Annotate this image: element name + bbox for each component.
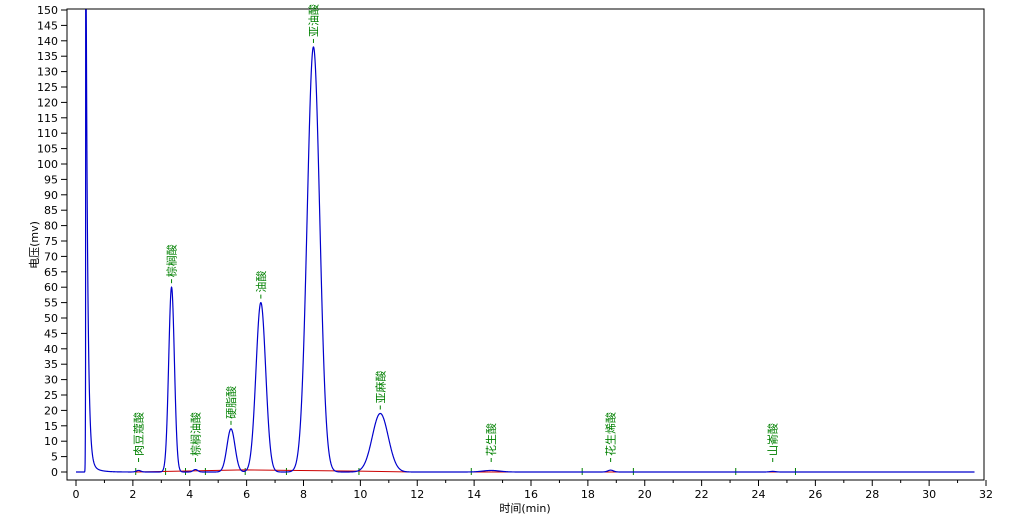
y-tick-label: 50 [44, 312, 58, 325]
y-tick-label: 10 [44, 435, 58, 448]
integration-baseline [135, 469, 796, 473]
peak-label: 亚油酸 [306, 4, 320, 37]
x-tick-label: 14 [467, 488, 481, 501]
y-tick-label: 110 [37, 127, 58, 140]
y-tick-label: 130 [37, 66, 58, 79]
y-tick-label: 150 [37, 4, 58, 17]
x-tick-label: 16 [524, 488, 538, 501]
y-tick-label: 30 [44, 374, 58, 387]
y-tick-label: 135 [37, 50, 58, 63]
x-tick-label: 2 [129, 488, 136, 501]
y-tick-label: 55 [44, 297, 58, 310]
x-tick-label: 20 [638, 488, 652, 501]
peak-label: 山嵛酸 [766, 423, 780, 456]
y-tick-label: 0 [51, 466, 58, 479]
y-tick-label: 25 [44, 389, 58, 402]
y-tick-label: 35 [44, 358, 58, 371]
y-tick-label: 40 [44, 343, 58, 356]
x-tick-label: 4 [186, 488, 193, 501]
plot-frame [66, 8, 985, 481]
peak-label: 花生烯酸 [604, 412, 618, 456]
chromatogram-trace [76, 9, 975, 473]
y-tick-label: 5 [51, 451, 58, 464]
y-tick-label: 95 [44, 173, 58, 186]
x-tick-label: 0 [73, 488, 80, 501]
y-tick-label: 145 [37, 19, 58, 32]
peak-label: 棕榈酸 [165, 244, 179, 277]
y-tick-label: 60 [44, 281, 58, 294]
x-tick-label: 18 [581, 488, 595, 501]
y-tick-label: 105 [37, 143, 58, 156]
peak-label: 亚麻酸 [373, 370, 387, 403]
y-tick-label: 125 [37, 81, 58, 94]
x-tick-label: 24 [752, 488, 766, 501]
x-tick-label: 26 [808, 488, 822, 501]
y-tick-label: 100 [37, 158, 58, 171]
y-tick-label: 65 [44, 266, 58, 279]
y-tick-label: 115 [37, 112, 58, 125]
y-tick-label: 80 [44, 220, 58, 233]
y-tick-label: 140 [37, 35, 58, 48]
y-axis-label: 电压(mv) [28, 221, 41, 269]
x-tick-label: 6 [243, 488, 250, 501]
y-tick-label: 45 [44, 327, 58, 340]
y-tick-label: 90 [44, 189, 58, 202]
peak-label: 棕榈油酸 [188, 412, 202, 456]
y-tick-label: 85 [44, 204, 58, 217]
y-tick-label: 70 [44, 250, 58, 263]
peak-label: 油酸 [254, 271, 268, 293]
x-tick-label: 28 [865, 488, 879, 501]
x-tick-label: 8 [300, 488, 307, 501]
x-tick-label: 12 [410, 488, 424, 501]
peak-label: 花生酸 [484, 423, 498, 456]
y-tick-label: 20 [44, 404, 58, 417]
y-axis-ticks: 0 5 10 15 20 25 30 35 40 45 50 55 60 65 70 75 80 85 90 95 10… [37, 4, 67, 479]
x-axis-ticks: 0 2 4 6 8 10 12 14 16 18 20 22 24 26 28 30 32 [73, 480, 993, 501]
x-tick-label: 22 [695, 488, 709, 501]
y-tick-label: 75 [44, 235, 58, 248]
y-tick-label: 15 [44, 420, 58, 433]
x-tick-label: 32 [979, 488, 993, 501]
x-tick-label: 30 [922, 488, 936, 501]
x-tick-label: 10 [353, 488, 367, 501]
y-tick-label: 120 [37, 96, 58, 109]
x-axis-label: 时间(min) [499, 502, 550, 515]
peak-label: 硬脂酸 [224, 386, 238, 419]
peak-label: 肉豆蔻酸 [132, 412, 146, 456]
